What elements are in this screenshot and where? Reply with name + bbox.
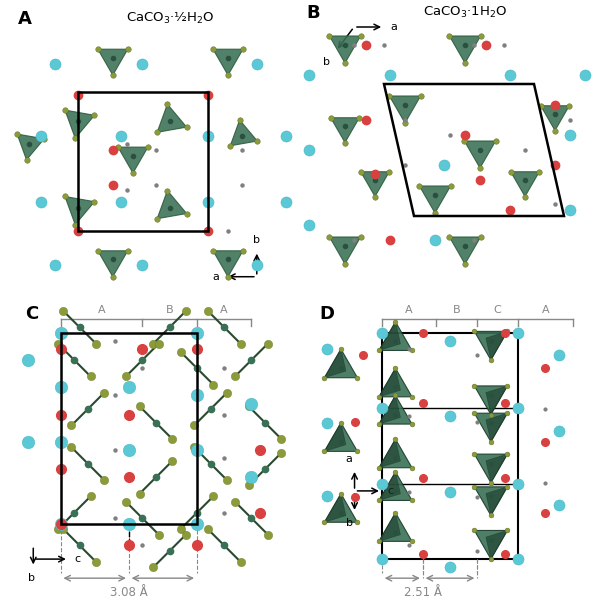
Polygon shape (98, 251, 128, 277)
Polygon shape (464, 141, 496, 168)
Polygon shape (325, 349, 358, 378)
Text: a: a (390, 22, 397, 32)
Polygon shape (379, 395, 400, 424)
Text: A: A (18, 10, 32, 28)
Polygon shape (331, 118, 359, 142)
Polygon shape (475, 530, 508, 559)
Text: B: B (166, 305, 173, 315)
Polygon shape (449, 36, 481, 63)
Text: D: D (319, 305, 334, 323)
Polygon shape (98, 49, 128, 75)
Text: C: C (494, 305, 502, 315)
Polygon shape (329, 36, 361, 63)
Text: CaCO$_3$·½H$_2$O: CaCO$_3$·½H$_2$O (126, 10, 215, 26)
Polygon shape (475, 454, 508, 483)
Polygon shape (486, 413, 508, 442)
Polygon shape (379, 472, 400, 500)
Polygon shape (379, 395, 412, 424)
Polygon shape (486, 487, 508, 515)
Polygon shape (325, 494, 358, 522)
Polygon shape (379, 513, 400, 541)
Polygon shape (475, 487, 508, 515)
Text: A: A (98, 305, 105, 315)
Text: a: a (212, 272, 220, 282)
Text: b: b (253, 235, 260, 245)
Bar (61, 333, 197, 524)
Text: b: b (28, 573, 35, 583)
Polygon shape (213, 49, 243, 75)
Text: C: C (25, 305, 38, 323)
Polygon shape (230, 120, 257, 146)
Polygon shape (379, 368, 412, 397)
Polygon shape (157, 191, 187, 219)
Polygon shape (486, 454, 508, 483)
Polygon shape (449, 237, 481, 264)
Polygon shape (486, 331, 508, 360)
Polygon shape (475, 331, 508, 360)
Polygon shape (419, 186, 451, 213)
Polygon shape (379, 513, 412, 541)
Polygon shape (379, 368, 400, 397)
Text: 2.51 Å: 2.51 Å (404, 586, 442, 599)
Text: B: B (453, 305, 461, 315)
Polygon shape (325, 423, 346, 451)
Polygon shape (475, 386, 508, 415)
Text: 3.08 Å: 3.08 Å (110, 586, 148, 599)
Bar (78, 92, 208, 230)
Polygon shape (486, 386, 508, 415)
Polygon shape (486, 530, 508, 559)
Polygon shape (65, 110, 94, 138)
Polygon shape (325, 494, 346, 522)
Polygon shape (379, 439, 412, 468)
Text: c: c (74, 554, 80, 564)
Polygon shape (17, 134, 44, 160)
Text: A: A (220, 305, 228, 315)
Polygon shape (325, 349, 346, 378)
Text: b: b (346, 518, 353, 528)
Polygon shape (541, 106, 569, 130)
Polygon shape (329, 237, 361, 264)
Polygon shape (379, 322, 412, 350)
Text: CaCO$_3$·1H$_2$O: CaCO$_3$·1H$_2$O (423, 4, 507, 20)
Text: c: c (387, 486, 394, 496)
Text: b: b (323, 57, 330, 67)
Polygon shape (379, 439, 400, 468)
Polygon shape (361, 172, 389, 196)
Polygon shape (475, 413, 508, 442)
Polygon shape (325, 423, 358, 451)
Polygon shape (511, 172, 539, 196)
Polygon shape (157, 104, 187, 133)
Text: B: B (306, 4, 320, 22)
Polygon shape (65, 196, 94, 224)
Polygon shape (379, 322, 400, 350)
Text: A: A (542, 305, 549, 315)
Polygon shape (213, 251, 243, 277)
Polygon shape (118, 147, 148, 173)
Text: A: A (405, 305, 413, 315)
Polygon shape (389, 96, 421, 123)
Polygon shape (379, 472, 412, 500)
Text: a: a (346, 454, 353, 464)
